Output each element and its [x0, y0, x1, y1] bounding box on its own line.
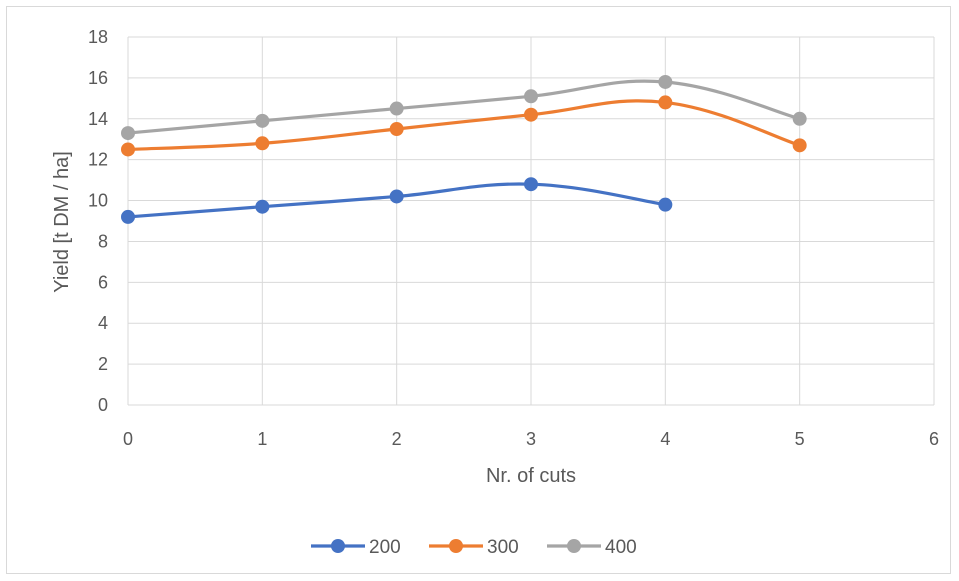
y-tick-label: 16: [88, 68, 108, 88]
legend-item-200: 200: [311, 537, 401, 558]
data-point: [255, 113, 270, 128]
y-tick-label: 18: [88, 27, 108, 47]
legend-marker: [449, 539, 463, 553]
legend-marker: [567, 539, 581, 553]
data-point: [255, 136, 270, 151]
series-line-400: [126, 79, 802, 135]
series-400: [121, 74, 807, 141]
y-axis-title: Yield [t DM / ha]: [51, 151, 73, 293]
y-tick-label: 2: [98, 354, 108, 374]
data-point: [524, 89, 538, 104]
x-tick-labels: 0 1 2 3 4 5 6: [123, 429, 939, 449]
legend-item-300: 300: [429, 537, 519, 558]
x-tick-label: 5: [795, 429, 805, 449]
data-point: [121, 126, 135, 141]
legend-label: 400: [605, 537, 637, 558]
y-tick-labels: 0 2 4 6 8 10 12 14 16 18: [88, 27, 108, 415]
data-point: [255, 199, 270, 214]
y-tick-label: 6: [98, 272, 108, 292]
y-tick-label: 8: [98, 231, 108, 251]
x-tick-label: 6: [929, 429, 939, 449]
y-tick-label: 0: [98, 395, 108, 415]
y-tick-label: 10: [88, 191, 108, 211]
series-line-300: [126, 99, 802, 152]
data-point: [389, 122, 404, 136]
data-point: [792, 138, 807, 153]
data-point: [658, 95, 673, 110]
series-200: [121, 177, 673, 224]
legend: 200 300 400: [311, 537, 637, 558]
y-tick-label: 12: [88, 150, 108, 170]
y-tick-label: 14: [88, 109, 108, 129]
data-point: [389, 189, 404, 204]
data-point: [389, 101, 404, 116]
series-300: [121, 95, 807, 157]
y-tick-label: 4: [98, 313, 108, 333]
data-point: [658, 74, 673, 89]
x-tick-label: 0: [123, 429, 133, 449]
data-point: [121, 142, 135, 157]
data-point: [792, 111, 807, 126]
legend-label: 300: [487, 537, 519, 558]
series-group: [121, 74, 807, 224]
data-point: [121, 209, 135, 224]
data-point: [658, 197, 673, 212]
legend-label: 200: [369, 537, 401, 558]
x-tick-label: 3: [526, 429, 536, 449]
x-tick-label: 1: [257, 429, 267, 449]
x-tick-label: 4: [660, 429, 670, 449]
data-point: [524, 107, 538, 122]
legend-marker: [331, 539, 345, 553]
x-tick-label: 2: [392, 429, 402, 449]
x-axis-title: Nr. of cuts: [486, 465, 576, 487]
legend-item-400: 400: [547, 537, 637, 558]
data-point: [524, 177, 538, 192]
